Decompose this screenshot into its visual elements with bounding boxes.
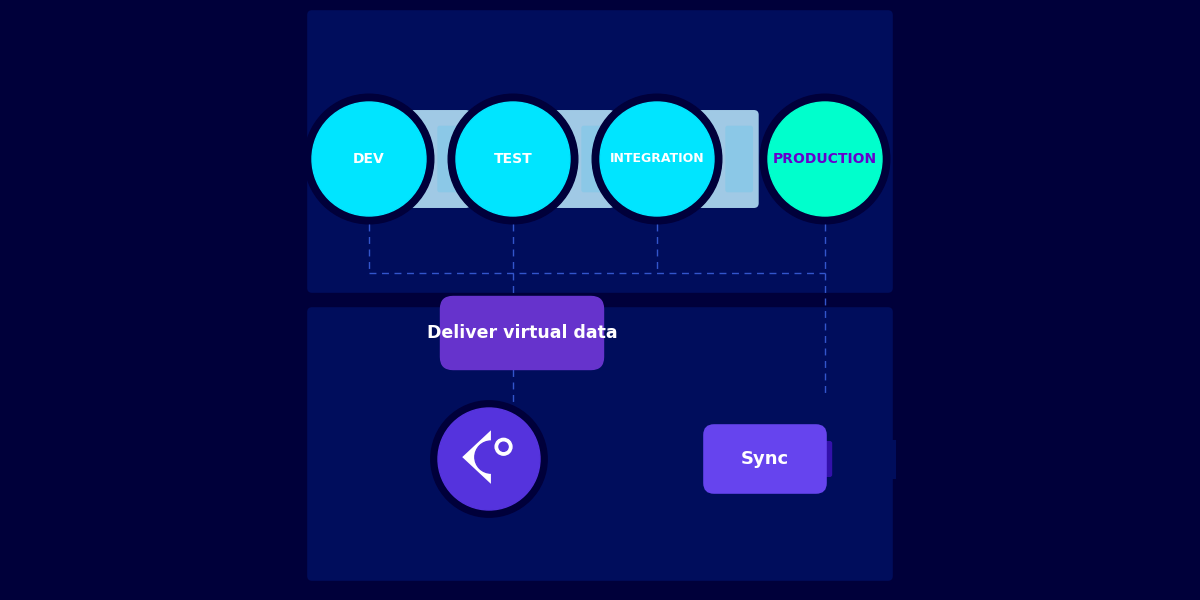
FancyBboxPatch shape	[811, 441, 833, 477]
Circle shape	[768, 102, 882, 216]
FancyBboxPatch shape	[703, 424, 827, 494]
Circle shape	[600, 102, 714, 216]
FancyBboxPatch shape	[540, 110, 614, 208]
Text: PRODUCTION: PRODUCTION	[773, 152, 877, 166]
FancyBboxPatch shape	[307, 10, 893, 293]
Circle shape	[456, 102, 570, 216]
FancyBboxPatch shape	[581, 125, 610, 193]
FancyBboxPatch shape	[396, 110, 470, 208]
Circle shape	[475, 441, 506, 473]
Text: Deliver virtual data: Deliver virtual data	[427, 324, 617, 342]
Circle shape	[499, 442, 508, 451]
Circle shape	[593, 94, 722, 224]
Text: Sync: Sync	[740, 450, 790, 468]
Polygon shape	[462, 430, 491, 484]
FancyBboxPatch shape	[440, 296, 605, 370]
Text: TEST: TEST	[493, 152, 533, 166]
Circle shape	[305, 94, 434, 224]
Circle shape	[761, 94, 890, 224]
Text: DEV: DEV	[353, 152, 385, 166]
Circle shape	[438, 408, 540, 510]
Circle shape	[312, 102, 426, 216]
FancyBboxPatch shape	[307, 307, 893, 581]
FancyBboxPatch shape	[684, 110, 758, 208]
Circle shape	[449, 94, 578, 224]
Circle shape	[496, 439, 512, 455]
FancyBboxPatch shape	[437, 125, 466, 193]
Text: INTEGRATION: INTEGRATION	[610, 152, 704, 166]
FancyBboxPatch shape	[725, 125, 754, 193]
Circle shape	[431, 401, 547, 517]
